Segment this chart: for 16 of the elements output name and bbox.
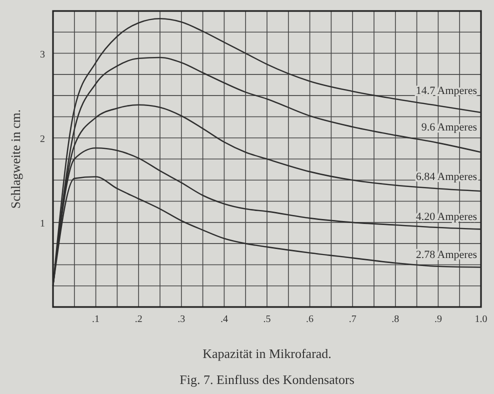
x-tick-label: .6 — [306, 314, 314, 325]
x-tick-label: .2 — [134, 314, 142, 325]
x-tick-label: .3 — [178, 314, 186, 325]
x-tick-label: .4 — [220, 314, 228, 325]
x-axis-title: Kapazität in Mikrofarad. — [202, 346, 332, 361]
x-tick-label: 1.0 — [474, 314, 488, 325]
text: Fig. 7. Einfluss des Kondensators — [180, 372, 354, 387]
x-tick-label: .8 — [392, 314, 400, 325]
y-axis-title: Schlagweite in cm. — [8, 109, 23, 209]
x-tick-label: .9 — [434, 314, 442, 325]
y-tick-label: 3 — [40, 49, 45, 60]
y-tick-label: 1 — [40, 218, 45, 230]
x-tick-label: .7 — [348, 314, 356, 325]
x-tick-label: .5 — [263, 314, 271, 325]
x-tick-label: .1 — [92, 314, 100, 325]
y-tick-label: 2 — [40, 134, 45, 145]
